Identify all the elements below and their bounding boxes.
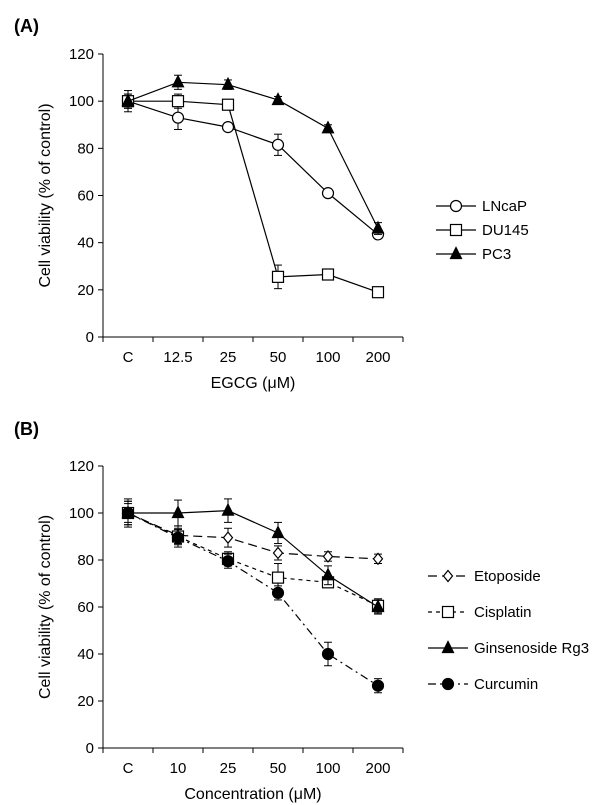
legend-label: Etoposide bbox=[474, 568, 541, 585]
x-tick-label: 100 bbox=[315, 349, 340, 366]
legend-marker bbox=[441, 605, 455, 619]
y-tick-label: 100 bbox=[69, 505, 94, 522]
chart-panel-0: (A) 0 20 40 60 80 100 120 C 12.5 25 50 100 200 EGCG (μ… bbox=[14, 16, 529, 392]
legend-marker bbox=[449, 246, 463, 260]
series-line bbox=[128, 100, 379, 293]
data-point bbox=[171, 505, 185, 519]
data-point bbox=[321, 567, 335, 581]
series-pc3 bbox=[121, 74, 385, 235]
series-du145 bbox=[121, 93, 385, 299]
x-axis-title: EGCG (μM) bbox=[211, 375, 296, 392]
y-axis-title: Cell viability (% of control) bbox=[37, 103, 54, 287]
x-tick-label: 25 bbox=[220, 760, 237, 777]
x-tick-label: C bbox=[123, 760, 134, 777]
series-line bbox=[127, 81, 379, 229]
data-point bbox=[121, 93, 135, 107]
data-point bbox=[221, 76, 235, 90]
series-lncap bbox=[121, 93, 385, 241]
data-point bbox=[171, 74, 185, 88]
series-curcumin bbox=[121, 498, 385, 694]
legend-marker bbox=[441, 677, 455, 691]
data-point bbox=[271, 138, 285, 151]
data-point bbox=[371, 679, 385, 692]
legend-label: DU145 bbox=[482, 222, 529, 239]
data-point bbox=[221, 98, 235, 111]
legend-marker bbox=[441, 640, 455, 654]
series-line bbox=[127, 512, 379, 687]
legend-label: Ginsenoside Rg3 bbox=[474, 640, 589, 657]
data-point bbox=[322, 550, 334, 563]
x-tick-label: 10 bbox=[170, 760, 187, 777]
data-point bbox=[271, 571, 285, 584]
data-point bbox=[321, 187, 335, 200]
y-tick-label: 60 bbox=[77, 188, 94, 205]
data-point bbox=[271, 586, 285, 600]
data-point bbox=[321, 647, 335, 661]
legend-marker bbox=[449, 223, 463, 237]
panel-label: (B) bbox=[14, 419, 39, 439]
y-tick-label: 60 bbox=[77, 599, 94, 616]
chart-panel-1: (B) 0 20 40 60 80 100 120 C 10 25 50 100 200 Concentra… bbox=[14, 419, 589, 803]
series-line bbox=[128, 510, 379, 608]
y-tick-label: 20 bbox=[77, 693, 94, 710]
data-point bbox=[221, 502, 235, 516]
x-tick-label: 100 bbox=[315, 760, 340, 777]
y-tick-label: 80 bbox=[77, 552, 94, 569]
y-tick-label: 120 bbox=[69, 458, 94, 475]
data-point bbox=[371, 220, 385, 234]
data-point bbox=[271, 92, 285, 106]
y-axis-title: Cell viability (% of control) bbox=[37, 515, 54, 699]
data-point bbox=[371, 599, 385, 613]
data-point bbox=[171, 111, 185, 124]
data-point bbox=[271, 270, 285, 283]
data-point bbox=[321, 120, 335, 134]
series-line bbox=[127, 100, 379, 235]
legend-label: Curcumin bbox=[474, 676, 538, 693]
data-point bbox=[272, 546, 284, 560]
x-tick-label: 200 bbox=[365, 760, 390, 777]
data-point bbox=[222, 531, 234, 545]
x-axis-title: Concentration (μM) bbox=[184, 786, 321, 803]
y-tick-label: 100 bbox=[69, 93, 94, 110]
series-ginsenoside-rg3 bbox=[121, 498, 385, 615]
legend-label: Cisplatin bbox=[474, 604, 532, 621]
y-tick-label: 40 bbox=[77, 235, 94, 252]
data-point bbox=[171, 95, 185, 108]
x-tick-label: 12.5 bbox=[163, 349, 192, 366]
y-tick-label: 120 bbox=[69, 46, 94, 63]
series-etoposide bbox=[122, 500, 384, 566]
series-line bbox=[127, 512, 379, 560]
y-tick-label: 0 bbox=[86, 329, 94, 346]
data-point bbox=[372, 552, 384, 566]
y-tick-label: 80 bbox=[77, 140, 94, 157]
x-tick-label: C bbox=[123, 349, 134, 366]
series-line bbox=[127, 512, 379, 607]
x-tick-label: 50 bbox=[270, 349, 287, 366]
data-point bbox=[271, 525, 285, 539]
panel-label: (A) bbox=[14, 16, 39, 36]
data-point bbox=[221, 555, 235, 568]
data-point bbox=[221, 121, 235, 134]
data-point bbox=[321, 268, 335, 281]
series-cisplatin bbox=[121, 500, 385, 614]
legend-label: PC3 bbox=[482, 246, 511, 263]
x-tick-label: 200 bbox=[365, 349, 390, 366]
legend-marker bbox=[449, 199, 463, 213]
y-tick-label: 0 bbox=[86, 740, 94, 757]
x-tick-label: 25 bbox=[220, 349, 237, 366]
y-tick-label: 20 bbox=[77, 282, 94, 299]
data-point bbox=[171, 531, 185, 544]
legend-label: LNcaP bbox=[482, 198, 527, 215]
y-tick-label: 40 bbox=[77, 646, 94, 663]
data-point bbox=[371, 286, 385, 299]
data-point bbox=[121, 506, 135, 520]
legend-marker bbox=[442, 569, 454, 583]
x-tick-label: 50 bbox=[270, 760, 287, 777]
